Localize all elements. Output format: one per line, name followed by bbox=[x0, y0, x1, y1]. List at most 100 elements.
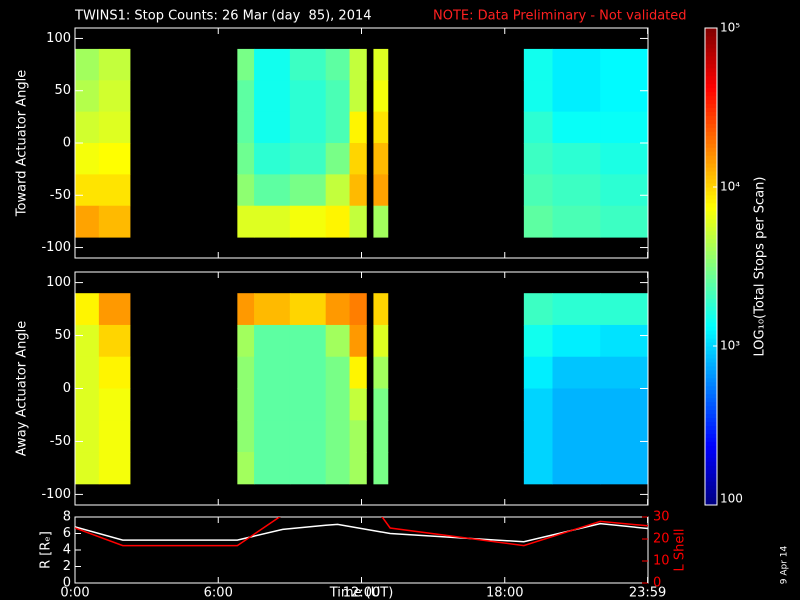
heat-cell bbox=[600, 356, 649, 389]
chart-title: TWINS1: Stop Counts: 26 Mar (day 85), 20… bbox=[74, 9, 372, 24]
heat-cell bbox=[552, 143, 601, 175]
y-tick-label: 6 bbox=[63, 526, 71, 541]
heat-cell bbox=[600, 452, 649, 485]
colorbar-step bbox=[705, 59, 717, 65]
heat-cell bbox=[373, 48, 389, 81]
chart-subtitle: NOTE: Data Preliminary - Not validated bbox=[433, 9, 687, 24]
heat-cell bbox=[75, 174, 100, 207]
y-axis-label: Toward Actuator Angle bbox=[15, 70, 30, 217]
heat-cell bbox=[75, 324, 100, 358]
colorbar-step bbox=[705, 497, 717, 502]
colorbar-title: LOG₁₀(Total Stops per Scan) bbox=[753, 177, 768, 357]
colorbar-step bbox=[705, 198, 717, 204]
colorbar-step bbox=[705, 75, 717, 81]
colorbar-step bbox=[705, 95, 717, 101]
x-tick-label: 12:00 bbox=[343, 586, 380, 600]
heat-cell bbox=[289, 111, 327, 144]
colorbar-step bbox=[705, 485, 717, 490]
colorbar-frame bbox=[704, 27, 718, 506]
heat-cell bbox=[325, 48, 351, 81]
heat-cell bbox=[600, 324, 649, 358]
colorbar-step bbox=[705, 342, 717, 347]
heat-cell bbox=[254, 80, 291, 113]
heat-cell bbox=[325, 388, 351, 421]
colorbar-step bbox=[705, 35, 717, 41]
colorbar-tick-label: 100 bbox=[720, 492, 743, 506]
heat-cell bbox=[552, 174, 601, 207]
colorbar-step bbox=[705, 242, 717, 248]
y2-tick-label: 30 bbox=[653, 510, 670, 525]
heat-cell bbox=[75, 143, 100, 175]
colorbar-step bbox=[705, 334, 717, 339]
heat-cell bbox=[325, 452, 351, 485]
heat-cell bbox=[523, 420, 553, 453]
heat-cell bbox=[552, 452, 601, 485]
colorbar-step bbox=[705, 326, 717, 331]
heat-cell bbox=[75, 111, 100, 144]
colorbar-step bbox=[705, 39, 717, 45]
heat-cell bbox=[289, 48, 327, 81]
heat-cell bbox=[237, 356, 255, 389]
heat-cell bbox=[98, 174, 131, 207]
heat-cell bbox=[600, 293, 649, 326]
heat-cell bbox=[254, 452, 291, 485]
colorbar-step bbox=[705, 79, 717, 85]
colorbar-step bbox=[705, 377, 717, 383]
colorbar-step bbox=[705, 266, 717, 271]
colorbar-step bbox=[705, 230, 717, 236]
colorbar-step bbox=[705, 31, 717, 37]
heat-cell bbox=[98, 452, 131, 485]
heat-cell bbox=[600, 388, 649, 421]
heat-cell bbox=[75, 293, 100, 326]
heat-cell bbox=[237, 420, 255, 453]
heat-cell bbox=[75, 48, 100, 81]
colorbar-step bbox=[705, 401, 717, 407]
colorbar-step bbox=[705, 250, 717, 256]
colorbar-step bbox=[705, 469, 717, 474]
colorbar-step bbox=[705, 393, 717, 399]
y-tick-label: -100 bbox=[41, 240, 71, 255]
y-tick-label: -100 bbox=[41, 487, 71, 502]
heat-cell bbox=[98, 293, 131, 326]
heat-cell bbox=[349, 324, 367, 358]
heat-cell bbox=[349, 356, 367, 389]
colorbar-step bbox=[705, 71, 717, 77]
heat-cell bbox=[75, 205, 100, 238]
colorbar-step bbox=[705, 437, 717, 442]
heat-cell bbox=[98, 143, 131, 175]
colorbar-step bbox=[705, 473, 717, 478]
annotation: 9 Apr 14 bbox=[780, 545, 790, 584]
heat-cell bbox=[75, 356, 100, 389]
heat-cell bbox=[523, 356, 553, 389]
colorbar-step bbox=[705, 453, 717, 458]
y2-tick-label: 20 bbox=[653, 532, 670, 547]
colorbar-step bbox=[705, 278, 717, 283]
colorbar-step bbox=[705, 28, 717, 33]
colorbar-step bbox=[705, 67, 717, 73]
colorbar-step bbox=[705, 43, 717, 49]
heat-cell bbox=[373, 324, 389, 358]
colorbar-step bbox=[705, 179, 717, 184]
heat-cell bbox=[98, 356, 131, 389]
heat-cell bbox=[254, 205, 291, 238]
heat-cell bbox=[325, 111, 351, 144]
colorbar-step bbox=[705, 286, 717, 291]
heat-cell bbox=[237, 80, 255, 113]
heat-cell bbox=[325, 324, 351, 358]
colorbar-step bbox=[705, 477, 717, 482]
heat-cell bbox=[237, 205, 255, 238]
colorbar-step bbox=[705, 449, 717, 454]
series-line bbox=[381, 517, 648, 547]
colorbar-step bbox=[705, 429, 717, 434]
plot-frame bbox=[74, 516, 649, 584]
colorbar-step bbox=[705, 298, 717, 303]
colorbar-step bbox=[705, 155, 717, 160]
heat-cell bbox=[523, 174, 553, 207]
heat-cell bbox=[237, 143, 255, 175]
heat-cell bbox=[600, 174, 649, 207]
colorbar-step bbox=[705, 163, 717, 168]
colorbar-step bbox=[705, 481, 717, 486]
heat-cell bbox=[289, 205, 327, 238]
y-tick-label: 100 bbox=[46, 31, 71, 46]
